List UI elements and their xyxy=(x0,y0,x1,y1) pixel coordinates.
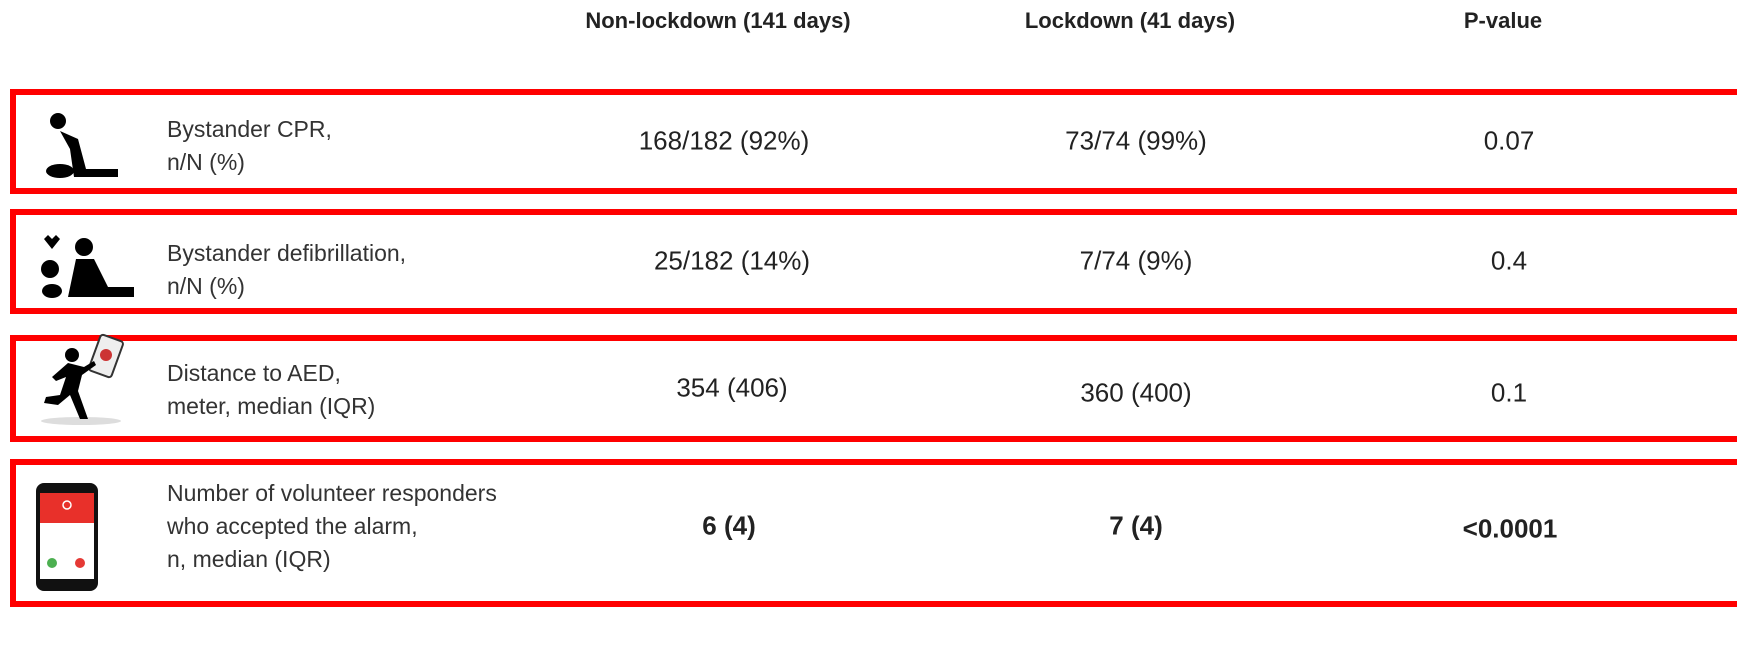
cell: 360 (400) xyxy=(1080,377,1192,408)
runner-icon xyxy=(41,333,124,425)
text-line: who accepted the alarm, xyxy=(167,513,418,539)
text-line: n, median (IQR) xyxy=(167,546,331,572)
cell: 354 (406) xyxy=(676,372,788,403)
cell: 73/74 (99%) xyxy=(1065,125,1207,156)
cell: 7 (4) xyxy=(1109,510,1163,541)
row-label: Bystander defibrillation, n/N (%) xyxy=(167,237,406,303)
defibrillation-icon xyxy=(41,235,134,298)
cell: <0.0001 xyxy=(1462,513,1558,544)
row: Bystander defibrillation, n/N (%) 25/182 … xyxy=(10,209,1737,314)
text-line: meter, median (IQR) xyxy=(167,393,376,419)
text-line: n/N (%) xyxy=(167,149,245,175)
cell: 6 (4) xyxy=(702,510,756,541)
row: Number of volunteer responders who accept… xyxy=(10,459,1737,607)
cell: 25/182 (14%) xyxy=(653,245,811,276)
row-label: Distance to AED, meter, median (IQR) xyxy=(167,357,375,423)
column-header: Lockdown (41 days) xyxy=(1024,8,1236,33)
row-label: Bystander CPR, n/N (%) xyxy=(167,113,332,179)
column-header: P-value xyxy=(1463,8,1543,33)
cpr-icon xyxy=(46,113,118,178)
column-header: Non-lockdown (141 days) xyxy=(585,8,851,33)
text-line: Bystander CPR, xyxy=(167,116,332,142)
cell: 0.07 xyxy=(1483,125,1535,156)
phone-icon xyxy=(36,483,98,591)
text-line: n/N (%) xyxy=(167,273,245,299)
cell: 168/182 (92%) xyxy=(638,125,810,156)
text-line: Distance to AED, xyxy=(167,360,341,386)
row: Distance to AED, meter, median (IQR) 354 … xyxy=(10,333,1737,442)
text-line: Bystander defibrillation, xyxy=(167,240,407,266)
row: Bystander CPR, n/N (%) 168/182 (92%) 73/7… xyxy=(10,89,1737,194)
text-line: Number of volunteer responders xyxy=(167,480,497,506)
cell: 0.1 xyxy=(1490,377,1528,408)
cell: 7/74 (9%) xyxy=(1079,245,1193,276)
cell: 0.4 xyxy=(1490,245,1528,276)
row-label: Number of volunteer responders who accept… xyxy=(167,477,497,576)
